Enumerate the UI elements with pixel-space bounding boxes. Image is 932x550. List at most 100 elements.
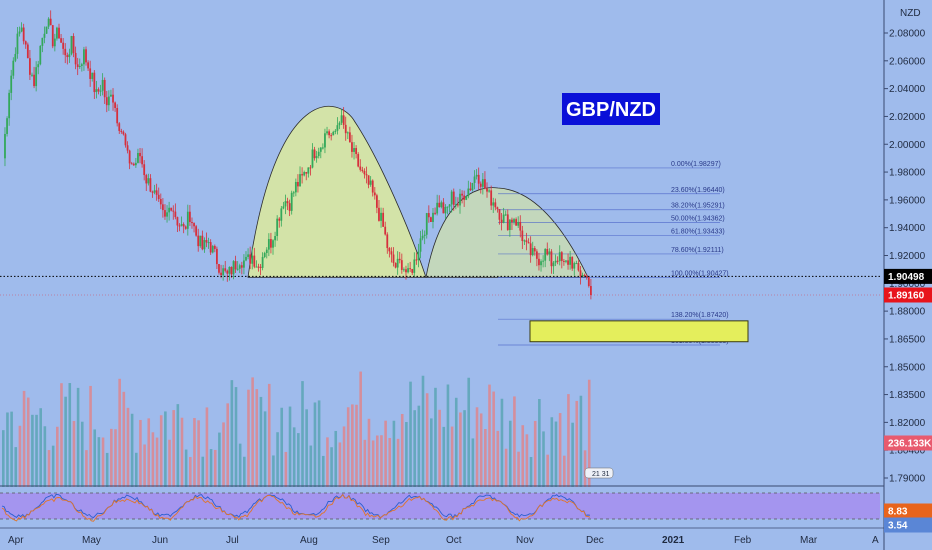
candle-body xyxy=(216,248,218,265)
volume-bar xyxy=(101,437,105,487)
candle-body xyxy=(529,243,532,256)
volume-bar xyxy=(363,439,367,487)
candle-body xyxy=(307,167,310,174)
candle-body xyxy=(504,214,507,216)
candle-body xyxy=(56,27,58,39)
candle-body xyxy=(457,204,459,206)
fib-label-6: 100.00%(1.90427) xyxy=(671,270,729,277)
candle-body xyxy=(255,266,258,268)
candle-body xyxy=(531,248,534,256)
candle-body xyxy=(234,261,237,270)
title-box xyxy=(562,93,660,125)
x-tick-label: Mar xyxy=(800,535,818,546)
candle-body xyxy=(172,210,175,212)
volume-bar xyxy=(197,420,200,487)
candle-body xyxy=(270,239,272,248)
candle-body xyxy=(107,96,110,106)
volume-bar xyxy=(558,413,562,487)
volume-bar xyxy=(396,438,400,487)
volume-bar xyxy=(201,456,205,487)
candle-body xyxy=(330,135,333,137)
candle-body xyxy=(484,179,486,189)
candle-body xyxy=(363,170,366,175)
candle-body xyxy=(577,263,580,271)
volume-bar xyxy=(110,428,113,487)
candle-body xyxy=(37,64,40,68)
candle-body xyxy=(415,259,418,261)
candle-body xyxy=(41,37,44,46)
candle-body xyxy=(378,207,380,221)
candle-body xyxy=(201,235,204,250)
candle-body xyxy=(573,263,576,269)
volume-bar xyxy=(247,389,250,487)
candle-body xyxy=(324,133,326,148)
candle-body xyxy=(548,251,551,255)
candle-body xyxy=(95,89,98,93)
volume-bar xyxy=(288,406,292,487)
candle-body xyxy=(515,219,518,226)
candle-body xyxy=(105,97,108,106)
volume-bar xyxy=(155,437,159,487)
candle-body xyxy=(209,242,212,253)
candle-body xyxy=(286,201,289,204)
candle-body xyxy=(207,242,210,244)
candle-body xyxy=(521,230,524,242)
candle-body xyxy=(191,222,193,224)
candle-body xyxy=(417,251,420,261)
volume-bar xyxy=(583,450,587,487)
volume-bar xyxy=(567,394,570,487)
candle-body xyxy=(371,180,374,193)
volume-bar xyxy=(18,425,22,487)
target-zone-box xyxy=(529,320,749,343)
candle-body xyxy=(590,286,592,295)
date-badge-bg xyxy=(584,467,614,479)
candle-body xyxy=(469,188,472,191)
candle-body xyxy=(29,58,31,75)
candle-body xyxy=(461,193,463,196)
candle-body xyxy=(14,53,17,61)
y-tick-label: 1.80400 xyxy=(889,446,926,457)
candle-body xyxy=(43,33,46,38)
candle-body xyxy=(199,235,202,247)
candle-body xyxy=(446,206,449,208)
volume-bar xyxy=(442,426,446,487)
candle-body xyxy=(166,212,168,217)
candle-body xyxy=(197,235,200,247)
candle-body xyxy=(128,150,131,164)
last-price-tag: 1.89160 xyxy=(888,290,925,301)
candle-body xyxy=(97,89,100,92)
candle-body xyxy=(297,181,299,187)
volume-bar xyxy=(508,420,512,487)
candle-body xyxy=(459,193,461,206)
candle-body xyxy=(419,238,422,252)
candle-body xyxy=(141,156,144,165)
candle-body xyxy=(519,221,522,231)
candle-body xyxy=(203,240,206,250)
candle-body xyxy=(53,38,56,47)
candle-body xyxy=(375,195,378,208)
rsi-lower-tag: 3.54 xyxy=(888,521,908,532)
volume-bar xyxy=(384,420,387,487)
candle-body xyxy=(276,218,279,237)
volume-bar xyxy=(213,449,217,487)
candle-body xyxy=(527,242,530,244)
volume-bar xyxy=(122,391,126,487)
volume-bar xyxy=(292,427,296,487)
candle-body xyxy=(303,172,306,176)
volume-bar xyxy=(421,375,425,487)
candle-body xyxy=(565,260,567,262)
candle-body xyxy=(149,178,152,192)
volume-bar xyxy=(562,455,566,487)
candle-body xyxy=(47,18,50,27)
candle-body xyxy=(230,266,233,275)
volume-bar xyxy=(85,450,88,487)
current-price-tag-bg xyxy=(884,268,932,284)
fib-label-4: 61.80%(1.93433) xyxy=(671,229,725,236)
candle-body xyxy=(93,72,96,93)
volume-bar xyxy=(68,383,72,487)
candle-body xyxy=(143,164,146,176)
volume-bar xyxy=(338,442,342,487)
candle-body xyxy=(390,251,393,255)
candle-body xyxy=(359,166,362,170)
volume-bar xyxy=(467,377,471,487)
